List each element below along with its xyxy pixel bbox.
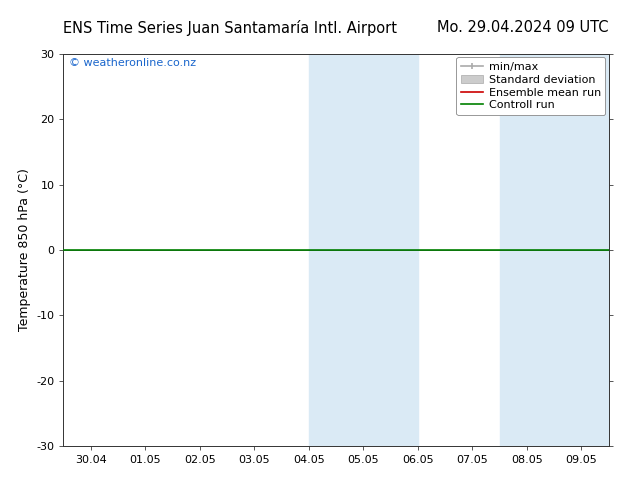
Bar (309, 54, 363, 446)
Text: Mo. 29.04.2024 09 UTC: Mo. 29.04.2024 09 UTC (437, 20, 609, 35)
Bar (500, 54, 554, 446)
Bar (554, 54, 609, 446)
Text: ENS Time Series Juan Santamaría Intl. Airport: ENS Time Series Juan Santamaría Intl. Ai… (63, 20, 398, 36)
Legend: min/max, Standard deviation, Ensemble mean run, Controll run: min/max, Standard deviation, Ensemble me… (456, 57, 605, 115)
Text: © weatheronline.co.nz: © weatheronline.co.nz (69, 58, 196, 68)
Y-axis label: Temperature 850 hPa (°C): Temperature 850 hPa (°C) (18, 169, 30, 331)
Bar (363, 54, 418, 446)
